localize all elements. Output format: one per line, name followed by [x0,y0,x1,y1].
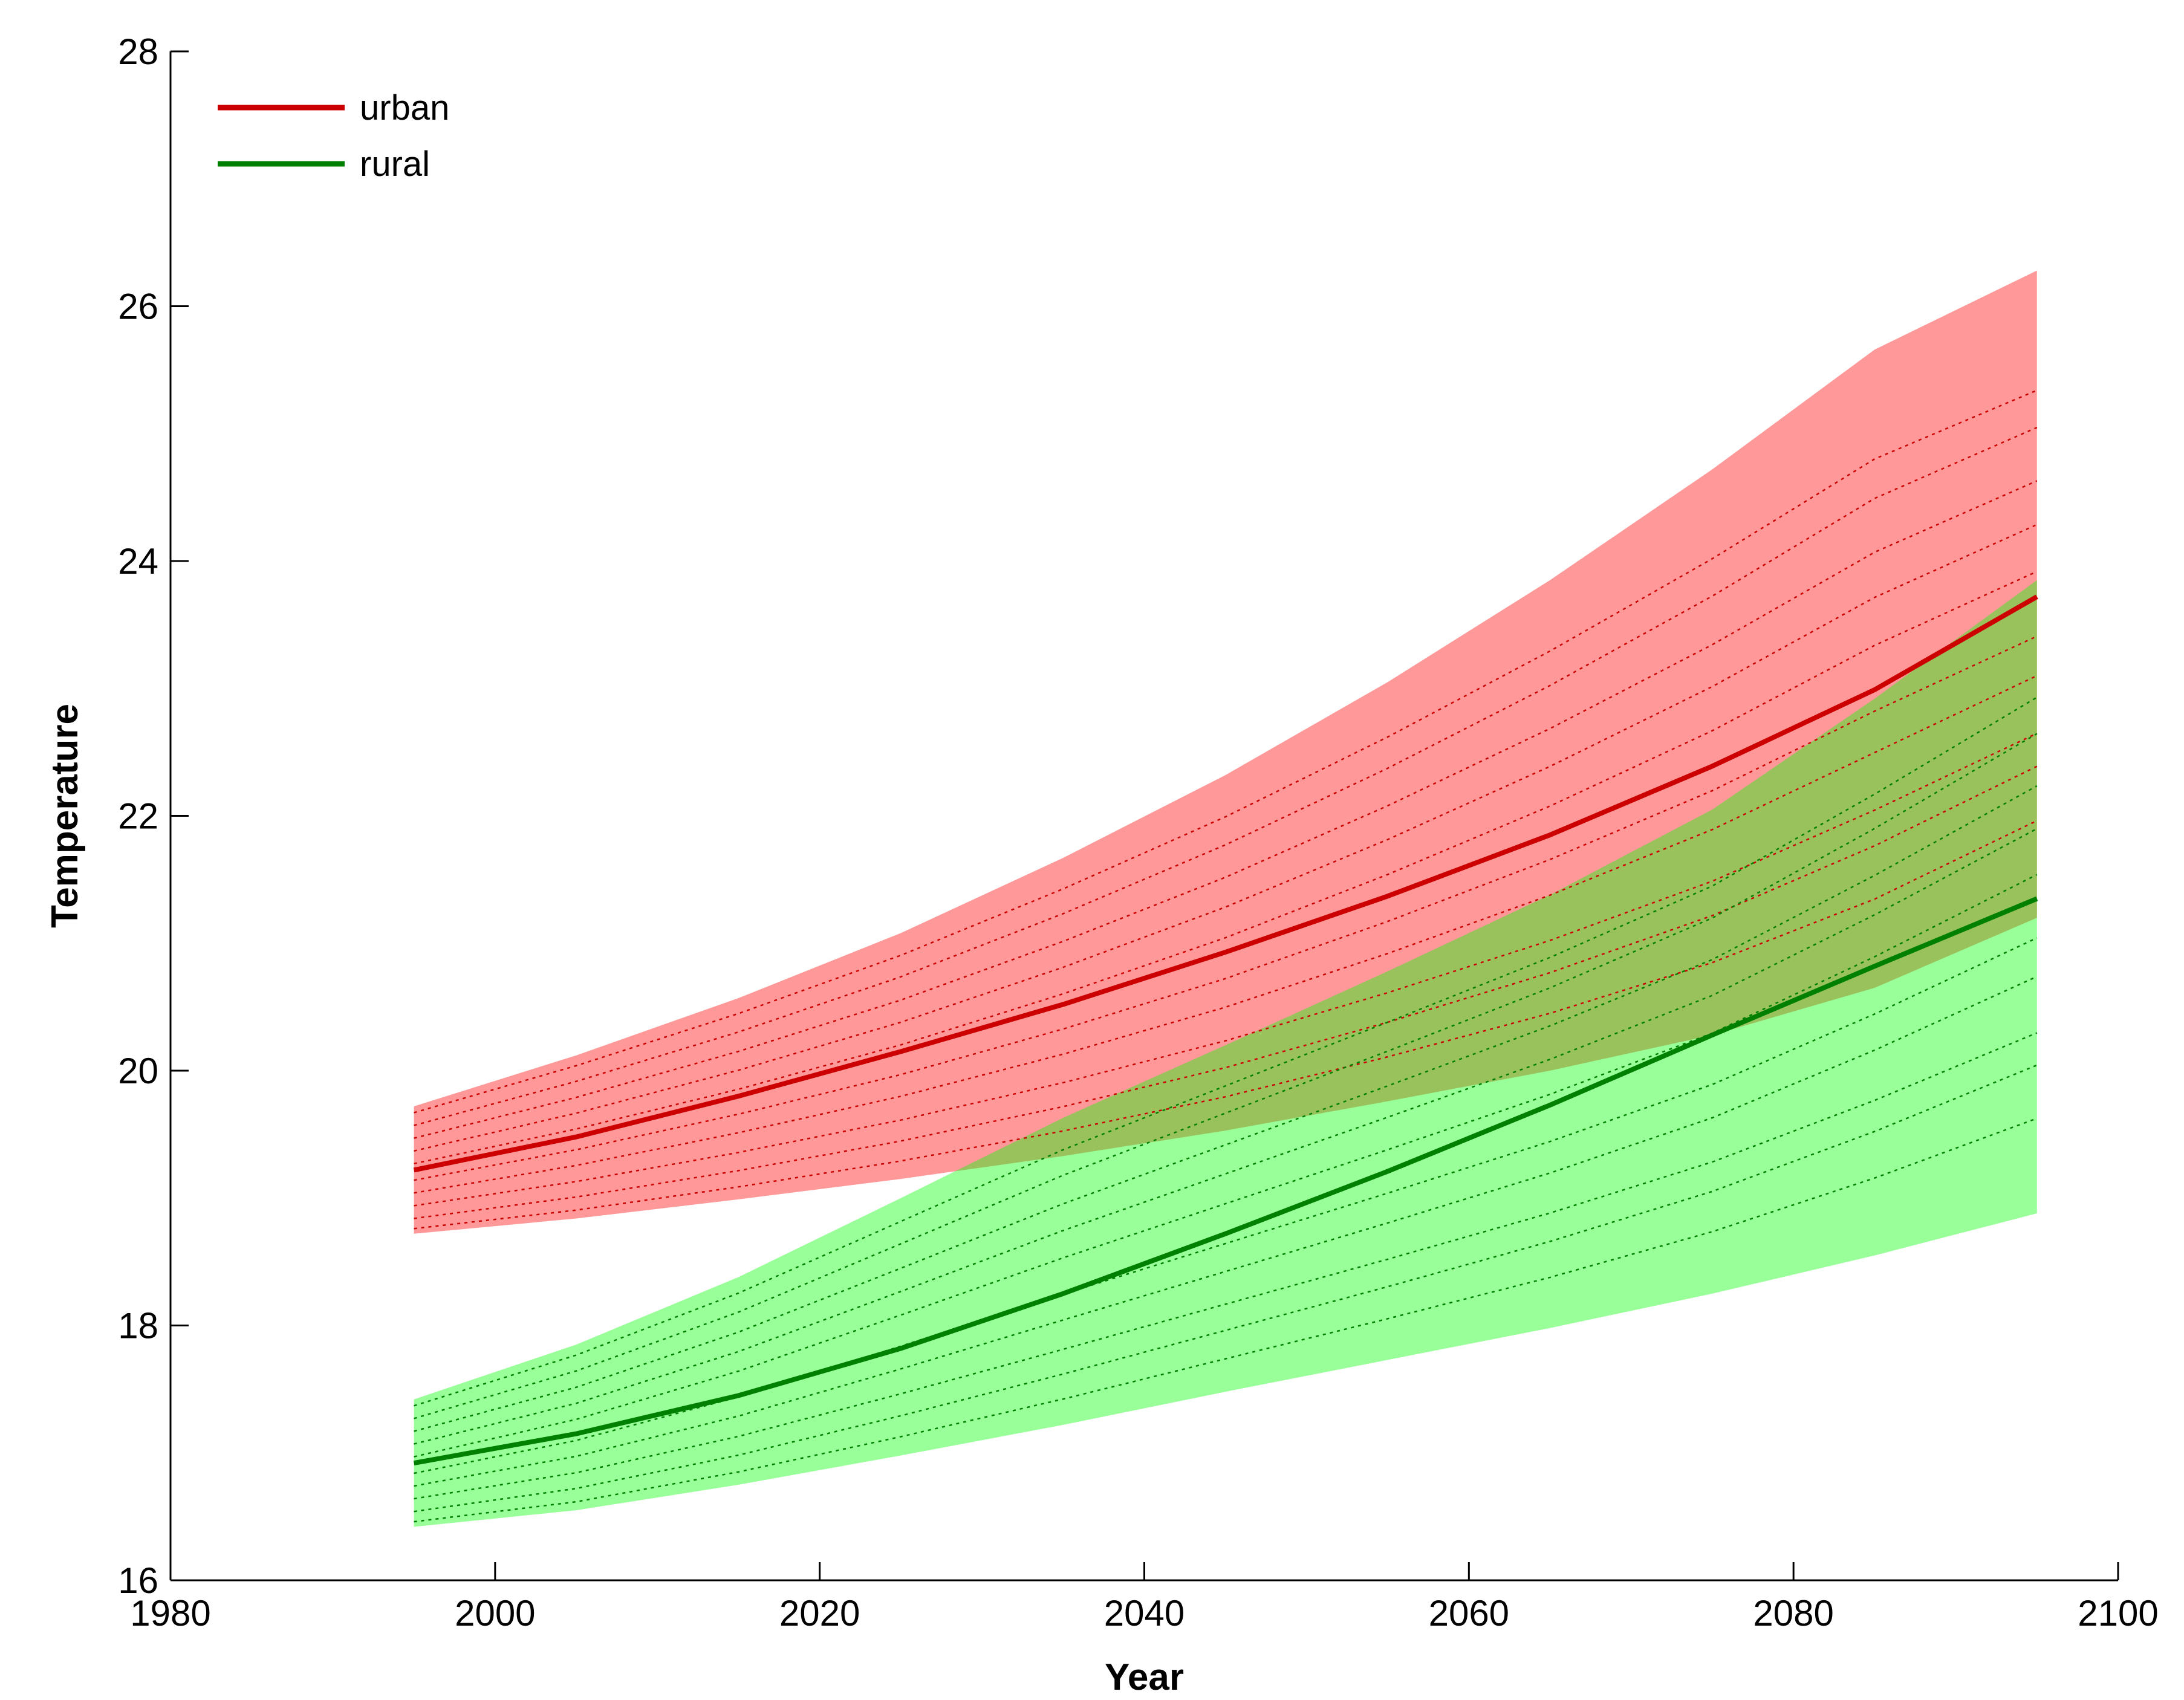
x-tick-label: 2020 [779,1593,860,1633]
x-tick-label: 2000 [455,1593,535,1633]
x-tick-label: 2080 [1753,1593,1833,1633]
x-tick-label: 2060 [1429,1593,1509,1633]
uncertainty-bands [414,270,2037,1527]
urban-member-line [414,571,2038,1165]
urban-legend-label: urban [360,88,449,128]
ensemble-member-lines [414,389,2038,1523]
rural-member-line [414,937,2038,1475]
x-axis-label: Year [1105,1656,1184,1698]
rural-member-line [414,1117,2038,1523]
rural-member-line [414,1032,2038,1500]
legend: urban rural [218,88,449,184]
y-tick-label: 24 [118,541,158,582]
urban-band [414,270,2037,1234]
urban-member-line [414,765,2038,1219]
y-tick-label: 22 [118,796,158,837]
y-tick-label: 26 [118,287,158,327]
y-tick-label: 20 [118,1051,158,1091]
y-tick-label: 18 [118,1306,158,1346]
axes: 1980 2000 2020 2040 2060 2080 2100 16 18 20 22 24 26… [118,31,2158,1633]
urban-line [413,594,2038,1173]
y-tick-label: 16 [118,1560,158,1601]
rural-member-line [414,874,2038,1458]
rural-band [414,580,2037,1527]
mean-lines [413,594,2038,1466]
rural-legend-label: rural [360,144,430,184]
rural-line [413,896,2038,1466]
x-tick-label: 2100 [2078,1593,2158,1633]
urban-member-line [414,524,2038,1152]
rural-member-line [414,733,2038,1419]
urban-member-line [414,732,2038,1207]
urban-member-line [414,389,2038,1114]
urban-member-line [414,820,2038,1230]
y-tick-label: 28 [118,31,158,72]
rural-member-line [414,696,2038,1407]
rural-member-line [414,976,2038,1487]
y-axis-label: Temperature [44,704,86,928]
urban-member-line [414,635,2038,1181]
x-tick-label: 1980 [130,1593,210,1633]
x-tick-label: 2040 [1104,1593,1185,1633]
